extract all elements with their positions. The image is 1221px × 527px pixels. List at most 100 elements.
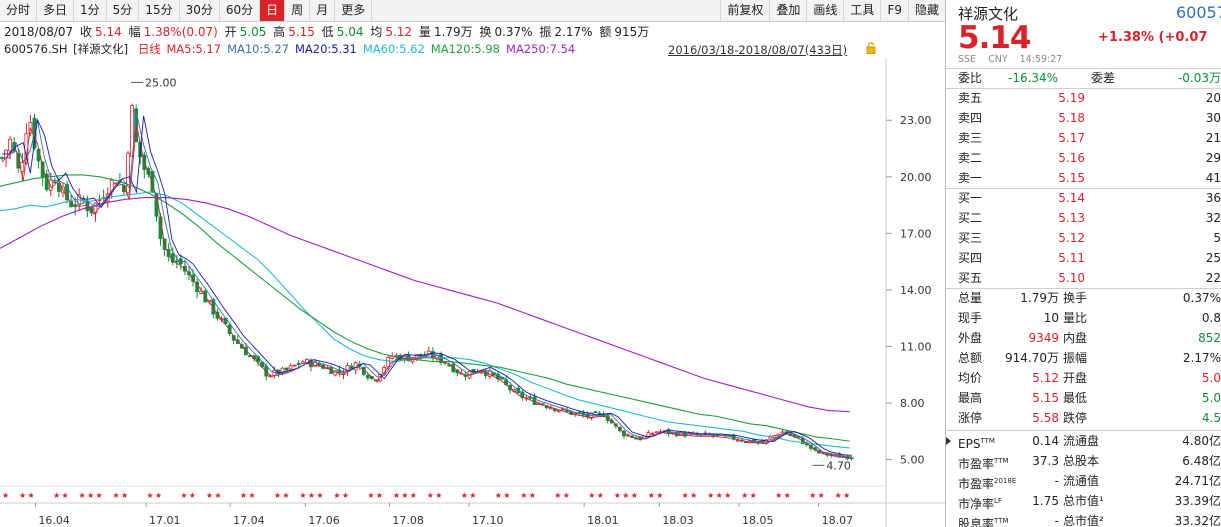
event-marker: ★ xyxy=(121,491,128,500)
period-button[interactable]: 分时 xyxy=(0,0,38,21)
candle-body xyxy=(48,179,53,191)
tool-button[interactable]: F9 xyxy=(880,0,908,21)
order-book-row: 卖三 5.17 21 xyxy=(958,131,1221,145)
stock-code: 600576 xyxy=(1176,3,1221,22)
candle-body xyxy=(126,152,130,194)
candle-body xyxy=(65,184,69,201)
candle-body xyxy=(93,202,98,214)
candle-body xyxy=(292,364,297,367)
x-tick-label: 16.04 xyxy=(38,514,70,527)
y-tick-label: 17.00 xyxy=(900,227,932,240)
event-marker: ★ xyxy=(342,491,349,500)
open-value: 5.05 xyxy=(239,25,267,39)
financial-row: 股息率TTM - 总市值² 33.32亿 xyxy=(958,514,1221,527)
order-book-row: 卖一 5.15 41 xyxy=(958,171,1221,185)
event-marker: ★ xyxy=(333,491,340,500)
quote-stat-row: 均价 5.12 开盘 5.0 xyxy=(958,371,1221,385)
ma-legend-item: MA60:5.62 xyxy=(362,42,425,56)
candle-body xyxy=(211,299,216,315)
candle-body xyxy=(650,433,655,436)
event-marker: ★ xyxy=(495,491,502,500)
x-tick-label: 17.01 xyxy=(149,514,181,527)
period-button[interactable]: 30分 xyxy=(180,0,220,21)
change-value: 1.38%(0.07) xyxy=(143,25,218,39)
period-button[interactable]: 60分 xyxy=(220,0,261,21)
quote-stat-row: 总额 914.70万 振幅 2.17% xyxy=(958,351,1221,365)
period-button[interactable]: 15分 xyxy=(139,0,180,21)
kline-chart[interactable]: 23.00 20.00 17.00 14.00 11.00 8.00 5.00 16.04 17… xyxy=(0,58,945,527)
candle-body xyxy=(646,432,651,438)
event-marker: ★ xyxy=(393,491,400,500)
event-marker: ★ xyxy=(401,491,408,500)
candle-body xyxy=(520,391,525,398)
expand-arrow-icon[interactable] xyxy=(946,437,951,445)
currency: CNY xyxy=(988,54,1008,65)
ma-short-line xyxy=(1,124,852,459)
event-marker: ★ xyxy=(622,491,629,500)
candle-body xyxy=(735,439,740,442)
candle-body xyxy=(313,361,317,367)
y-tick-label: 23.00 xyxy=(900,114,932,127)
candle-body xyxy=(768,436,773,440)
period-button[interactable]: 5分 xyxy=(107,0,140,21)
market: SSE xyxy=(958,54,977,65)
event-marker: ★ xyxy=(750,491,757,500)
event-marker: ★ xyxy=(19,491,26,500)
ma-legend: 600576.SH [祥源文化] 日线 MA5:5.17 MA10:5.27 MA2… xyxy=(4,41,889,57)
period-button[interactable]: 多日 xyxy=(37,0,75,21)
event-marker: ★ xyxy=(214,491,221,500)
financial-row: 市净率LF 1.75 总市值¹ 33.39亿 xyxy=(958,494,1221,511)
tool-button[interactable]: 叠加 xyxy=(769,0,806,21)
event-marker: ★ xyxy=(682,491,689,500)
period-button[interactable]: 月 xyxy=(310,0,336,21)
tool-button[interactable]: 工具 xyxy=(843,0,880,21)
event-marker: ★ xyxy=(435,491,442,500)
quote-stat-row: 外盘 9349 内盘 852 xyxy=(958,331,1221,345)
candle-body xyxy=(227,324,232,334)
candle-body xyxy=(174,260,179,263)
date-range[interactable]: 2016/03/18-2018/08/07(433日) xyxy=(668,43,848,57)
candle-body xyxy=(365,374,370,379)
candle-body xyxy=(52,181,57,184)
event-marker: ★ xyxy=(2,491,9,500)
candle-body xyxy=(40,161,45,178)
event-marker: ★ xyxy=(707,491,714,500)
quote-stat-row: 现手 10 量比 0.8 xyxy=(958,311,1221,325)
event-marker: ★ xyxy=(316,491,323,500)
event-marker: ★ xyxy=(503,491,510,500)
tool-button[interactable]: 前复权 xyxy=(720,0,769,21)
low-value: 5.04 xyxy=(336,25,364,39)
candle-body xyxy=(744,441,748,444)
candle-body xyxy=(353,362,358,371)
ma-legend-item: MA5:5.17 xyxy=(166,42,222,56)
event-marker: ★ xyxy=(206,491,213,500)
candle-body xyxy=(593,411,598,414)
order-book-row: 卖二 5.16 29 xyxy=(958,151,1221,165)
tool-button[interactable]: 画线 xyxy=(806,0,843,21)
period-button[interactable]: 周 xyxy=(285,0,311,21)
lock-icon[interactable] xyxy=(866,42,876,54)
financial-row: 市盈率2018E - 流通值 24.71亿 xyxy=(958,474,1221,491)
event-marker: ★ xyxy=(775,491,782,500)
period-button[interactable]: 1分 xyxy=(74,0,107,21)
ma-legend-item: MA250:7.54 xyxy=(506,42,576,56)
event-marker: ★ xyxy=(469,491,476,500)
event-marker: ★ xyxy=(656,491,663,500)
candle-body xyxy=(20,161,25,172)
event-marker: ★ xyxy=(784,491,791,500)
tool-button[interactable]: 隐藏 xyxy=(907,0,945,21)
y-tick-label: 8.00 xyxy=(900,397,925,410)
candle-body xyxy=(170,253,175,263)
candle-body xyxy=(296,363,301,366)
quote-meta: SSE CNY 14:59:27 xyxy=(958,54,1074,65)
amplitude-value: 2.17% xyxy=(554,25,593,39)
close-value: 5.14 xyxy=(95,25,122,39)
period-buttons: 分时 多日 1分 5分 15分 30分 60分日周月更多 xyxy=(0,0,373,21)
candle-body xyxy=(439,353,443,364)
period-button[interactable]: 更多 xyxy=(335,0,373,21)
candle-body xyxy=(557,410,561,412)
period-button[interactable]: 日 xyxy=(260,0,286,21)
ma-line xyxy=(0,196,850,413)
event-marker: ★ xyxy=(53,491,60,500)
event-marker: ★ xyxy=(716,491,723,500)
